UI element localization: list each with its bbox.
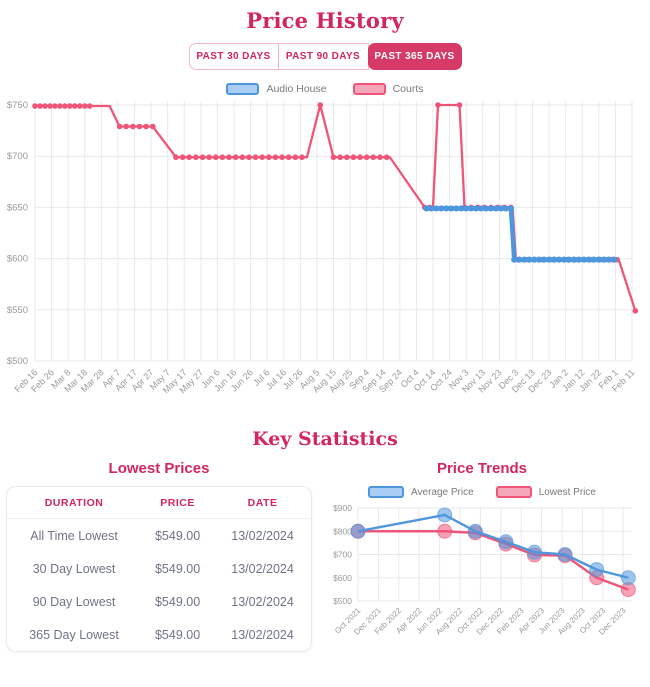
lowest-prices-card: DURATION PRICE DATE All Time Lowest $549… (6, 486, 312, 652)
legend-item-courts[interactable]: Courts (352, 83, 424, 95)
duration-cell: 90 Day Lowest (32, 595, 116, 609)
svg-text:$800: $800 (333, 526, 352, 536)
table-row: 30 Day Lowest $549.00 13/02/2024 (7, 552, 311, 585)
price-trends-title: Price Trends (436, 460, 528, 477)
page-title: Price History (246, 8, 404, 33)
tab-past-365-days[interactable]: PAST 365 DAYS (367, 43, 462, 70)
legend-label: Lowest Price (538, 486, 596, 498)
legend-label: Courts (392, 83, 424, 95)
legend-swatch-blue (368, 486, 405, 498)
table-row: 365 Day Lowest $549.00 13/02/2024 (7, 618, 311, 651)
date-cell: 13/02/2024 (231, 628, 294, 642)
price-cell: $549.00 (154, 529, 201, 543)
legend-item-average-price[interactable]: Average Price (368, 486, 474, 498)
lowest-prices-title: Lowest Prices (108, 460, 210, 477)
lowest-prices-table: DURATION PRICE DATE All Time Lowest $549… (7, 487, 311, 651)
price-cell: $549.00 (154, 562, 201, 576)
svg-text:$900: $900 (333, 503, 352, 513)
duration-cell: 30 Day Lowest (32, 562, 116, 576)
table-row: 90 Day Lowest $549.00 13/02/2024 (7, 585, 311, 618)
price-cell: $549.00 (154, 628, 201, 642)
tab-past-90-days[interactable]: PAST 90 DAYS (278, 43, 369, 70)
column-header-duration: DURATION (7, 487, 142, 519)
svg-text:$500: $500 (7, 356, 28, 367)
svg-text:$700: $700 (7, 151, 28, 162)
svg-text:$750: $750 (7, 100, 28, 111)
legend-label: Average Price (411, 486, 474, 498)
legend-item-lowest-price[interactable]: Lowest Price (495, 486, 596, 498)
svg-text:$650: $650 (7, 202, 28, 213)
date-cell: 13/02/2024 (231, 562, 294, 576)
duration-cell: 365 Day Lowest (29, 628, 119, 642)
column-header-date: DATE (214, 487, 311, 519)
table-row: All Time Lowest $549.00 13/02/2024 (7, 519, 311, 553)
svg-text:$550: $550 (7, 305, 28, 316)
legend-swatch-pink (495, 486, 532, 498)
key-statistics-title: Key Statistics (252, 428, 398, 450)
duration-cell: All Time Lowest (30, 529, 118, 543)
legend-swatch-pink (352, 83, 386, 95)
history-chart-legend: Audio House Courts (0, 83, 650, 95)
svg-text:$600: $600 (333, 573, 352, 583)
legend-item-audio-house[interactable]: Audio House (226, 83, 327, 95)
date-cell: 13/02/2024 (231, 595, 294, 609)
date-cell: 13/02/2024 (231, 529, 294, 543)
price-trends-chart[interactable]: Oct 2021 Dec 2021 Feb 2022 Apr 2022 Jun 2022… (320, 498, 644, 645)
svg-text:$700: $700 (333, 550, 352, 560)
price-history-chart[interactable]: Feb 16 Feb 26 Mar 8 Mar 18 Mar 28 Apr 7 Apr 17… (0, 97, 650, 414)
column-header-price: PRICE (141, 487, 215, 519)
price-trends-section: Price Trends Average Price Lowest Price … (320, 460, 644, 652)
tab-past-30-days[interactable]: PAST 30 DAYS (188, 43, 279, 70)
legend-swatch-blue (226, 83, 260, 95)
svg-text:$600: $600 (7, 254, 28, 265)
price-cell: $549.00 (154, 595, 201, 609)
lowest-prices-section: Lowest Prices DURATION PRICE DATE All Ti… (6, 460, 312, 652)
tab-group: PAST 30 DAYS PAST 90 DAYS PAST 365 DAYS (188, 43, 462, 70)
legend-label: Audio House (266, 83, 327, 95)
trends-chart-legend: Average Price Lowest Price (320, 486, 644, 498)
duration-tabs: PAST 30 DAYS PAST 90 DAYS PAST 365 DAYS (0, 43, 650, 70)
svg-text:$500: $500 (333, 596, 352, 606)
